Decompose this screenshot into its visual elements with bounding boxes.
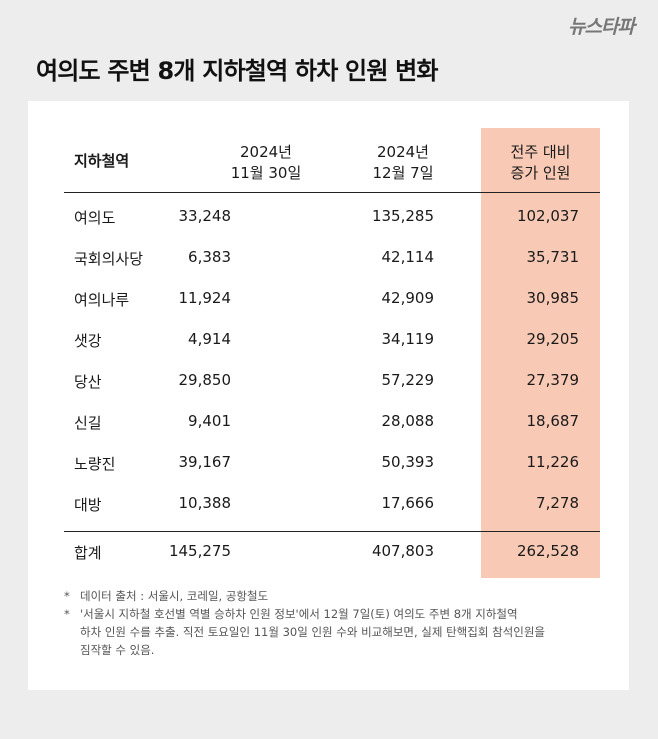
total-divider [64,531,600,532]
table-card: 지하철역 2024년 11월 30일 2024년 12월 7일 전주 대비 증가… [28,101,629,690]
station-name: 샛강 [74,332,102,350]
dec7-value: 17,666 [381,494,435,512]
dec7-value: 42,114 [381,248,435,266]
station-name: 대방 [74,496,102,514]
station-name: 신길 [74,414,102,432]
total-label: 합계 [74,544,102,562]
header-increase: 전주 대비 증가 인원 [481,142,600,184]
footnote-marker: * [64,589,70,603]
footnote-line: 짐작할 수 있음. [80,643,155,657]
footnote: * 데이터 출처 : 서울시, 코레일, 공항철도 [64,587,624,605]
increase-value: 18,687 [526,412,580,430]
increase-value: 7,278 [536,494,579,512]
header-nov30-line1: 2024년 [240,143,292,161]
station-name: 국회의사당 [74,250,144,268]
dec7-value: 135,285 [371,207,434,225]
dec7-value: 42,909 [381,289,435,307]
total-increase: 262,528 [516,542,579,560]
dec7-value: 57,229 [381,371,435,389]
increase-value: 29,205 [526,330,580,348]
increase-value: 27,379 [526,371,580,389]
station-name: 여의나루 [74,291,130,309]
footnote: * '서울시 지하철 호선별 역별 승하차 인원 정보'에서 12월 7일(토)… [64,605,624,659]
header-nov30: 2024년 11월 30일 [206,142,326,184]
footnote-marker: * [64,607,70,621]
header-increase-line1: 전주 대비 [510,143,571,161]
nov30-value: 6,383 [188,248,231,266]
nov30-value: 10,388 [178,494,232,512]
nov30-value: 11,924 [178,289,232,307]
increase-value: 11,226 [526,453,580,471]
increase-value: 35,731 [526,248,580,266]
header-nov30-line2: 11월 30일 [230,164,302,182]
footnote-line: 하차 인원 수를 추출. 직전 토요일인 11월 30일 인원 수와 비교해보면… [80,625,545,639]
footnote-line: '서울시 지하철 호선별 역별 승하차 인원 정보'에서 12월 7일(토) 여… [80,607,518,621]
header-dec7-line2: 12월 7일 [372,164,434,182]
total-nov30: 145,275 [168,542,231,560]
nov30-value: 9,401 [188,412,231,430]
dec7-value: 34,119 [381,330,435,348]
total-dec7: 407,803 [371,542,434,560]
increase-value: 30,985 [526,289,580,307]
station-name: 당산 [74,373,102,391]
page-title: 여의도 주변 8개 지하철역 하차 인원 변화 [36,57,439,85]
nov30-value: 4,914 [188,330,231,348]
header-dec7: 2024년 12월 7일 [343,142,463,184]
station-name: 노량진 [74,455,116,473]
footnotes: * 데이터 출처 : 서울시, 코레일, 공항철도 * '서울시 지하철 호선별… [64,587,624,659]
dec7-value: 50,393 [381,453,435,471]
station-name: 여의도 [74,209,116,227]
nov30-value: 29,850 [178,371,232,389]
increase-value: 102,037 [516,207,579,225]
footnote-line: 데이터 출처 : 서울시, 코레일, 공항철도 [80,589,269,603]
header-increase-line2: 증가 인원 [510,164,571,182]
dec7-value: 28,088 [381,412,435,430]
header-divider [64,192,600,193]
newstapa-logo: 뉴스타파 [568,16,635,38]
increase-column-highlight [481,128,600,578]
header-dec7-line1: 2024년 [377,143,429,161]
header-station: 지하철역 [74,152,130,170]
nov30-value: 33,248 [178,207,232,225]
nov30-value: 39,167 [178,453,232,471]
